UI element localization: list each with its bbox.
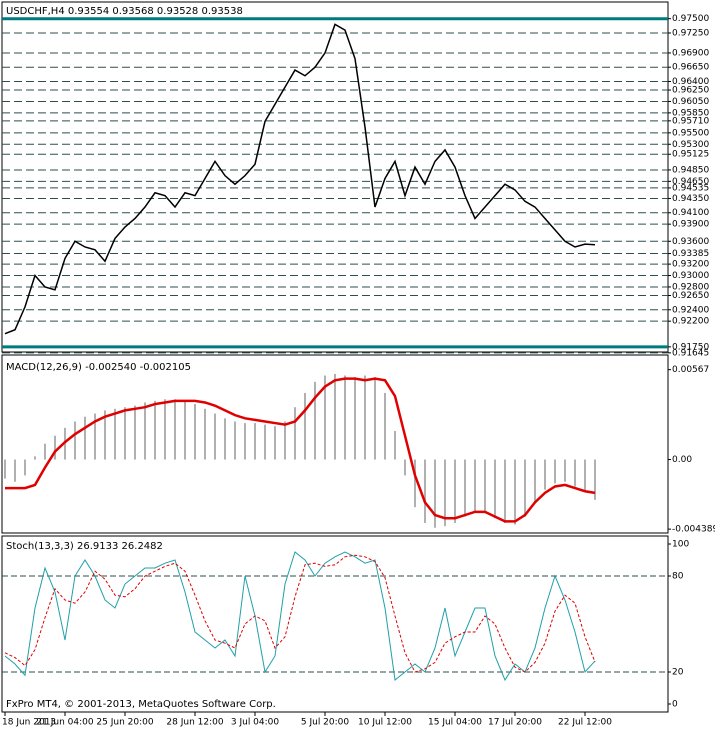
copyright: FxPro MT4, © 2001-2013, MetaQuotes Softw… (6, 699, 276, 710)
y-tick-label: 0.97500 (672, 14, 709, 24)
y-tick-label: 0.94535 (672, 183, 709, 193)
x-tick-label: 10 Jul 12:00 (358, 718, 412, 728)
y-tick-label: 0.94350 (672, 194, 709, 204)
y-tick-label: 20 (672, 668, 684, 678)
y-tick-label: 100 (672, 540, 689, 550)
series-line (4, 551, 596, 682)
x-tick-label: 3 Jul 04:00 (231, 718, 280, 728)
x-tick-label: 15 Jul 04:00 (428, 718, 482, 728)
x-tick-label: 25 Jun 20:00 (96, 718, 153, 728)
x-tick-label: 22 Jul 12:00 (558, 718, 612, 728)
y-tick-label: 0.00567 (672, 365, 709, 375)
y-tick-label: 0.95710 (672, 116, 709, 126)
y-tick-label: 0.96400 (672, 77, 709, 87)
y-tick-label: 0 (672, 700, 678, 710)
y-tick-label: 0.92650 (672, 291, 709, 301)
stoch-panel (1, 535, 669, 713)
y-tick-label: 0.94100 (672, 208, 709, 218)
price-title: USDCHF,H4 0.93554 0.93568 0.93528 0.9353… (6, 6, 243, 17)
y-tick-label: 0.92800 (672, 282, 709, 292)
y-tick-label: 0.00 (672, 455, 692, 465)
series-line (5, 377, 596, 523)
y-tick-label: 0.93900 (672, 220, 709, 230)
y-tick-label: 0.97250 (672, 28, 709, 38)
x-tick-label: 28 Jun 12:00 (166, 718, 223, 728)
y-tick-label: 0.94850 (672, 165, 709, 175)
series-line (4, 554, 596, 673)
price-panel (1, 1, 669, 353)
y-tick-label: 0.91750 (672, 342, 709, 352)
stoch-title: Stoch(13,3,3) 26.9133 26.2482 (6, 541, 163, 552)
x-tick-label: 5 Jul 20:00 (301, 718, 350, 728)
macd-title: MACD(12,26,9) -0.002540 -0.002105 (6, 362, 191, 373)
y-tick-label: 0.95300 (672, 140, 709, 150)
y-tick-label: 0.96650 (672, 63, 709, 73)
y-tick-label: 80 (672, 572, 684, 582)
y-tick-label: 0.95850 (672, 108, 709, 118)
y-tick-label: 0.95500 (672, 128, 709, 138)
y-tick-label: 0.92200 (672, 317, 709, 327)
x-tick-label: 17 Jul 20:00 (488, 718, 542, 728)
series-line (4, 23, 596, 335)
y-tick-label: 0.95125 (672, 150, 709, 160)
y-tick-label: 0.93600 (672, 237, 709, 247)
y-tick-label: 0.96250 (672, 86, 709, 96)
y-tick-label: 0.96050 (672, 97, 709, 107)
y-tick-label: 0.92400 (672, 305, 709, 315)
x-tick-label: 18 Jun 2013 (2, 718, 56, 728)
y-tick-label: 0.94650 (672, 177, 709, 187)
y-tick-label: 0.93385 (672, 249, 709, 259)
y-tick-label: 0.93200 (672, 260, 709, 270)
macd-panel (1, 354, 669, 534)
y-tick-label: 0.93000 (672, 271, 709, 281)
x-tick-label: 21 Jun 04:00 (36, 718, 93, 728)
y-tick-label: -0.004389 (672, 525, 715, 535)
y-tick-label: 0.91645 (672, 348, 709, 358)
y-tick-label: 0.96900 (672, 48, 709, 58)
